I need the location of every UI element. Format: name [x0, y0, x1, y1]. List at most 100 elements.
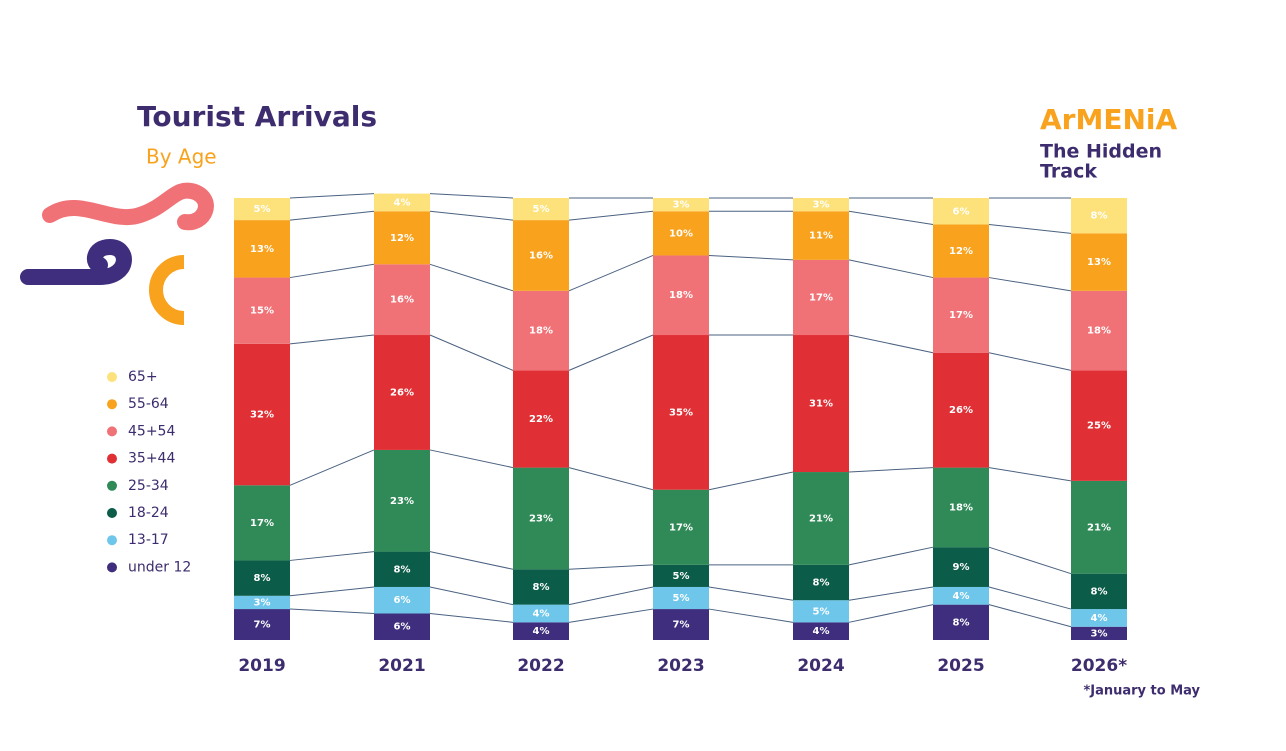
- connector: [988, 277, 1072, 292]
- connector: [988, 604, 1072, 628]
- data-label: 7%: [254, 620, 271, 631]
- data-label: 31%: [809, 399, 833, 410]
- legend-marker: [107, 453, 117, 464]
- legend-marker: [107, 508, 117, 518]
- connector: [848, 586, 934, 601]
- connector: [988, 467, 1072, 482]
- data-label: 4%: [953, 591, 970, 602]
- data-label: 18%: [529, 326, 553, 337]
- legend-marker: [107, 480, 117, 491]
- legend-label: 55-64: [128, 396, 169, 412]
- data-label: 12%: [390, 233, 414, 244]
- data-label: 3%: [813, 200, 830, 211]
- legend-marker: [107, 562, 117, 573]
- bar-segment: [234, 198, 290, 221]
- bar-segment: [513, 220, 569, 291]
- connector: [568, 608, 654, 623]
- bar-segment: [1071, 370, 1127, 481]
- data-label: 5%: [533, 204, 550, 215]
- connector: [429, 210, 514, 221]
- bar-segment: [374, 211, 430, 265]
- connector: [289, 193, 375, 199]
- connector: [289, 586, 375, 597]
- connector: [988, 352, 1072, 371]
- bar-segment: [374, 613, 430, 640]
- x-tick-label: 2022: [517, 656, 564, 676]
- bar-segment: [1071, 480, 1127, 574]
- bar-segment: [793, 564, 849, 601]
- data-label: 3%: [254, 597, 271, 608]
- data-label: 13%: [1087, 257, 1111, 268]
- data-label: 7%: [673, 620, 690, 631]
- connector: [708, 471, 794, 491]
- data-label: 17%: [809, 292, 833, 303]
- connector: [848, 210, 934, 226]
- chart-title: Tourist Arrivals: [137, 100, 377, 133]
- bar-segment: [1071, 573, 1127, 610]
- data-label: 8%: [533, 582, 550, 593]
- connector: [708, 254, 794, 261]
- connector: [289, 551, 375, 561]
- chart-subtitle: By Age: [146, 145, 217, 169]
- data-label: 6%: [394, 595, 411, 606]
- connector: [848, 467, 934, 473]
- bar-segment: [653, 586, 709, 610]
- connector: [429, 612, 514, 623]
- bar-segment: [653, 489, 709, 565]
- legend-label: 45+54: [128, 423, 175, 439]
- bar-segment: [653, 211, 709, 256]
- x-tick-label: 2025: [937, 656, 984, 676]
- connector: [848, 259, 934, 279]
- data-label: 32%: [250, 410, 274, 421]
- data-label: 6%: [953, 206, 970, 217]
- connector: [429, 449, 514, 469]
- bar-segment: [793, 198, 849, 212]
- x-tick-label: 2019: [238, 656, 285, 676]
- bar-segment: [374, 193, 430, 212]
- data-label: 23%: [529, 513, 553, 524]
- data-label: 17%: [250, 518, 274, 529]
- data-label: 8%: [953, 617, 970, 628]
- connector: [988, 546, 1072, 575]
- bar-segment: [653, 609, 709, 640]
- logo-tagline: The Hidden: [1040, 141, 1162, 163]
- bar-segment: [1071, 626, 1127, 640]
- data-label: 35%: [669, 407, 693, 418]
- legend-label: under 12: [128, 559, 191, 575]
- data-label: 4%: [1091, 613, 1108, 624]
- bar-segment: [234, 560, 290, 596]
- bar-segment: [793, 600, 849, 623]
- connector: [848, 604, 934, 623]
- bar-segment: [1071, 198, 1127, 234]
- connectors: [289, 193, 1072, 628]
- data-label: 17%: [949, 310, 973, 321]
- logo-name: ArMENiA: [1040, 103, 1178, 136]
- connector: [289, 210, 375, 221]
- x-tick-label: 2021: [378, 656, 425, 676]
- data-label: 10%: [669, 228, 693, 239]
- data-label: 26%: [390, 387, 414, 398]
- bar-segment: [234, 277, 290, 344]
- data-label: 3%: [673, 200, 690, 211]
- connector: [289, 263, 375, 279]
- legend-marker: [107, 372, 117, 382]
- data-label: 18%: [949, 502, 973, 513]
- bar-segment: [513, 370, 569, 468]
- data-label: 21%: [1087, 522, 1111, 533]
- data-label: 16%: [390, 295, 414, 306]
- data-label: 11%: [809, 231, 833, 242]
- data-label: 4%: [394, 197, 411, 208]
- data-label: 5%: [673, 593, 690, 604]
- bar-segment: [653, 198, 709, 212]
- connector: [708, 586, 794, 601]
- data-label: 17%: [669, 522, 693, 533]
- data-label: 22%: [529, 414, 553, 425]
- footnote: *January to May: [1083, 684, 1200, 699]
- bar-segment: [374, 264, 430, 336]
- connector: [848, 546, 934, 566]
- connector: [429, 551, 514, 570]
- data-label: 9%: [953, 562, 970, 573]
- connector: [708, 608, 794, 623]
- logo-tagline: Track: [1040, 161, 1097, 183]
- legend-marker: [107, 399, 117, 410]
